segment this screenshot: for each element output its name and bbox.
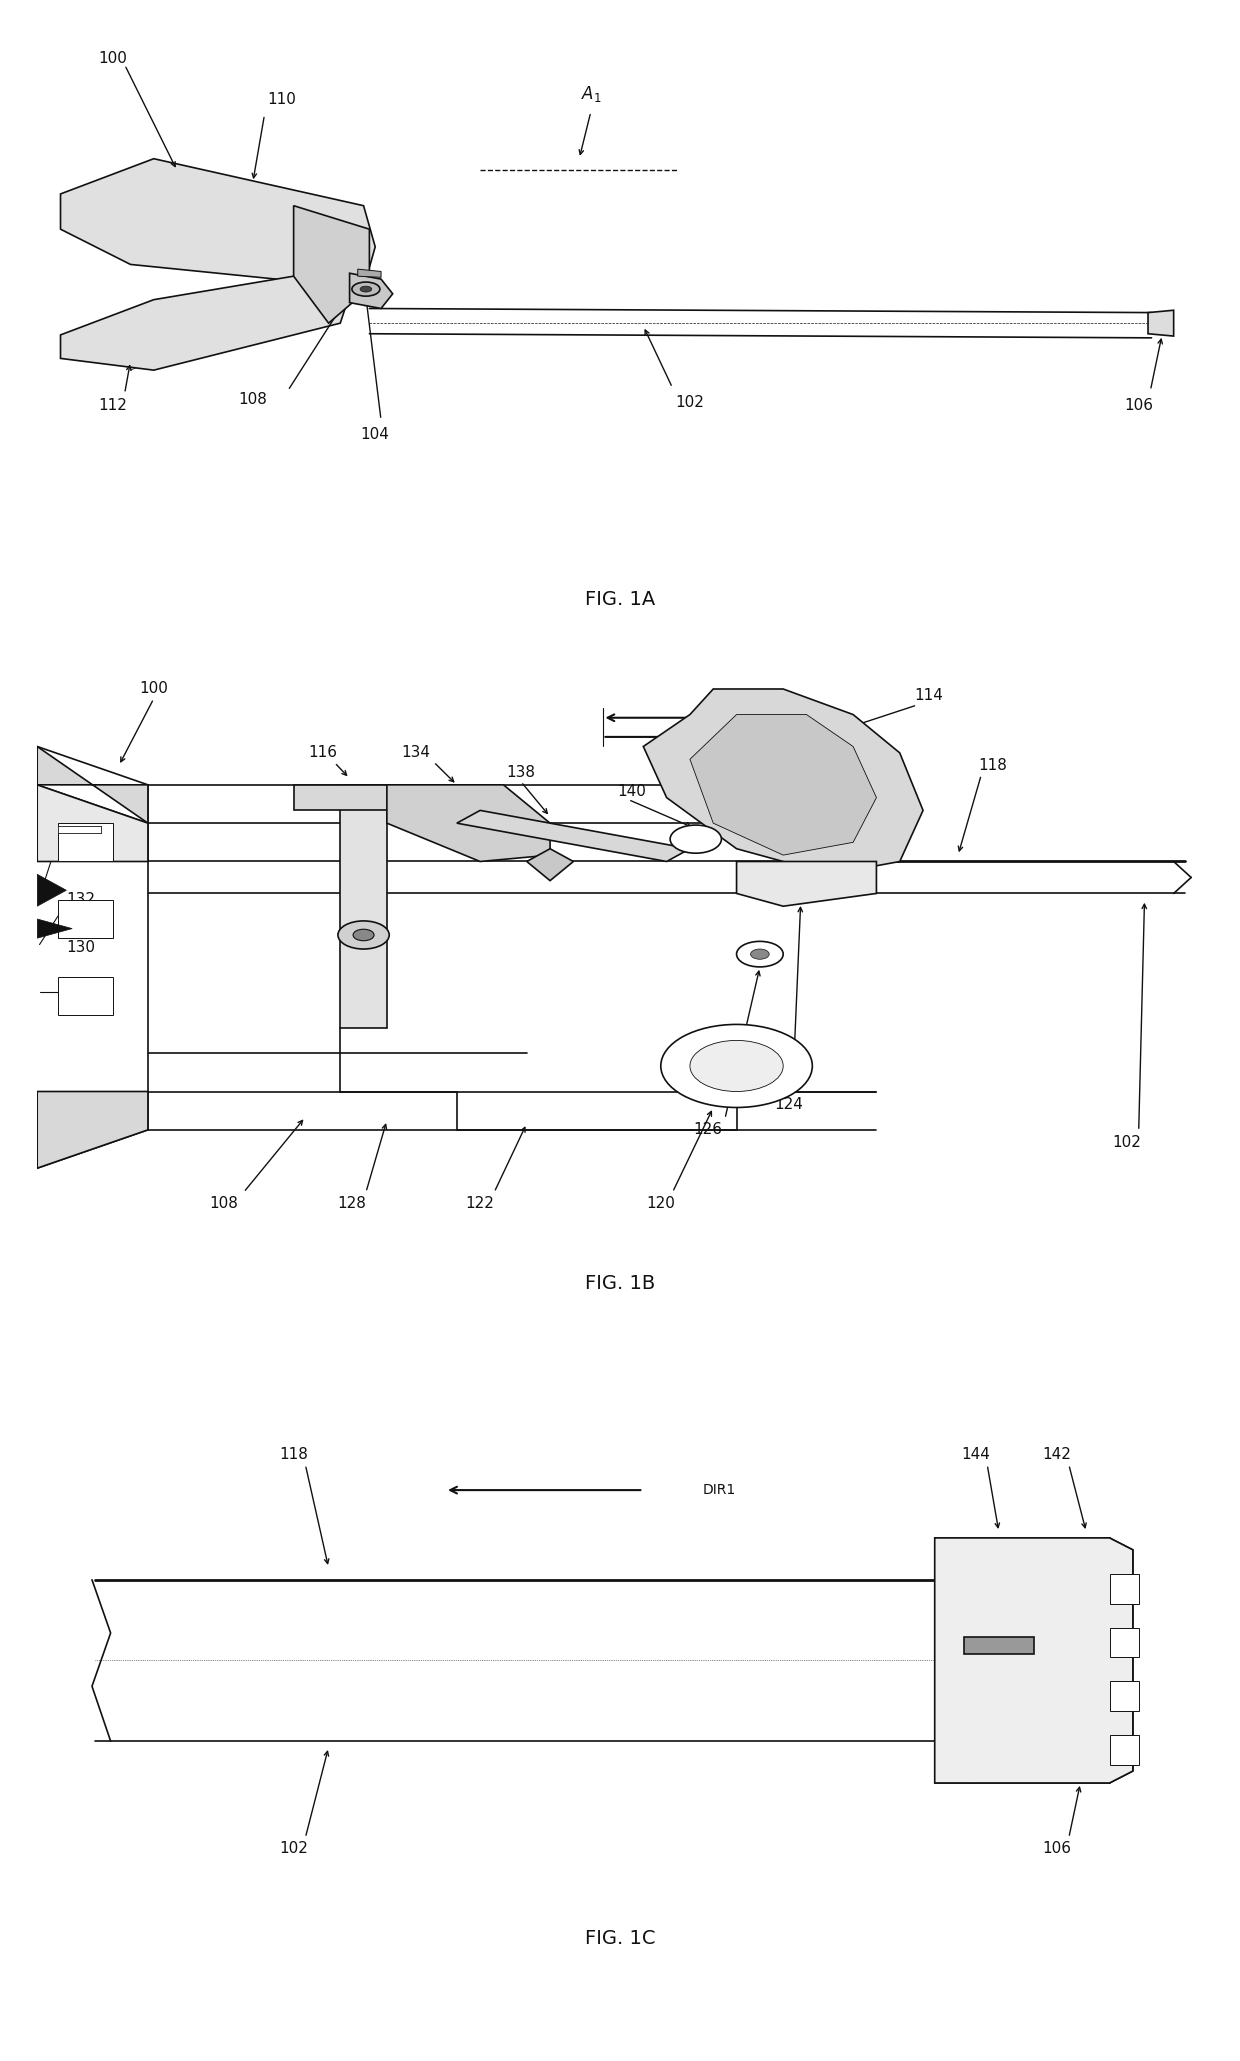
Polygon shape [294,206,370,324]
Polygon shape [1148,311,1173,336]
Text: 138: 138 [506,765,536,779]
Polygon shape [340,785,387,1028]
Polygon shape [1110,1628,1138,1657]
Polygon shape [37,1092,148,1169]
Polygon shape [689,715,877,855]
Text: 136: 136 [67,987,95,1004]
Circle shape [670,824,722,853]
Text: 108: 108 [210,1195,238,1210]
Polygon shape [737,861,877,907]
Polygon shape [58,822,113,861]
Polygon shape [358,270,381,278]
Text: DIR1: DIR1 [702,1484,735,1496]
Polygon shape [456,810,689,861]
Polygon shape [61,276,352,371]
Text: 102: 102 [1112,1136,1142,1150]
Polygon shape [644,688,923,874]
Text: 102: 102 [279,1840,308,1857]
Text: 128: 128 [337,1195,366,1210]
Circle shape [661,1024,812,1107]
Circle shape [360,286,372,293]
Text: 140: 140 [618,783,646,800]
Polygon shape [37,874,67,907]
Polygon shape [963,1636,1034,1655]
Text: 100: 100 [98,52,128,66]
Text: 108: 108 [238,392,268,406]
Polygon shape [58,826,102,833]
Circle shape [352,282,379,297]
Text: 104: 104 [361,427,389,443]
Text: 114: 114 [914,688,944,703]
Polygon shape [1110,1735,1138,1764]
Polygon shape [61,159,376,289]
Circle shape [737,942,784,967]
Polygon shape [294,785,456,822]
Polygon shape [350,274,393,309]
Text: FIG. 1C: FIG. 1C [585,1929,655,1948]
Polygon shape [935,1538,1133,1783]
Text: 144: 144 [961,1447,990,1461]
Text: 134: 134 [402,746,430,761]
Circle shape [353,930,374,940]
Polygon shape [58,826,102,833]
Text: DIR1: DIR1 [766,711,800,725]
Text: 118: 118 [279,1447,308,1461]
Text: FIG. 1B: FIG. 1B [585,1274,655,1292]
Text: 120: 120 [646,1195,676,1210]
Text: 102: 102 [676,396,704,410]
Text: FIG. 1A: FIG. 1A [585,589,655,608]
Text: $A_1$: $A_1$ [580,85,601,105]
Circle shape [339,921,389,948]
Text: 122: 122 [466,1195,495,1210]
Polygon shape [527,849,573,880]
Text: 130: 130 [67,940,95,954]
Polygon shape [58,826,102,833]
Circle shape [750,948,769,958]
Text: 126: 126 [693,1123,722,1138]
Circle shape [689,1041,784,1092]
Polygon shape [58,826,102,833]
Text: DIR2: DIR2 [766,730,800,744]
Text: 118: 118 [978,758,1007,773]
Text: 124: 124 [775,1096,804,1111]
Text: 142: 142 [1043,1447,1071,1461]
Text: 116: 116 [309,746,337,761]
Text: 110: 110 [268,93,296,107]
Polygon shape [1110,1682,1138,1711]
Polygon shape [1110,1575,1138,1603]
Polygon shape [387,785,551,861]
Polygon shape [37,746,148,822]
Text: 106: 106 [1125,398,1153,412]
Polygon shape [58,901,113,938]
Text: 100: 100 [139,682,169,697]
Text: 132: 132 [67,892,95,907]
Text: 112: 112 [98,398,128,412]
Polygon shape [58,977,113,1014]
Polygon shape [37,785,148,861]
Polygon shape [37,919,72,938]
Text: 106: 106 [1043,1840,1071,1857]
